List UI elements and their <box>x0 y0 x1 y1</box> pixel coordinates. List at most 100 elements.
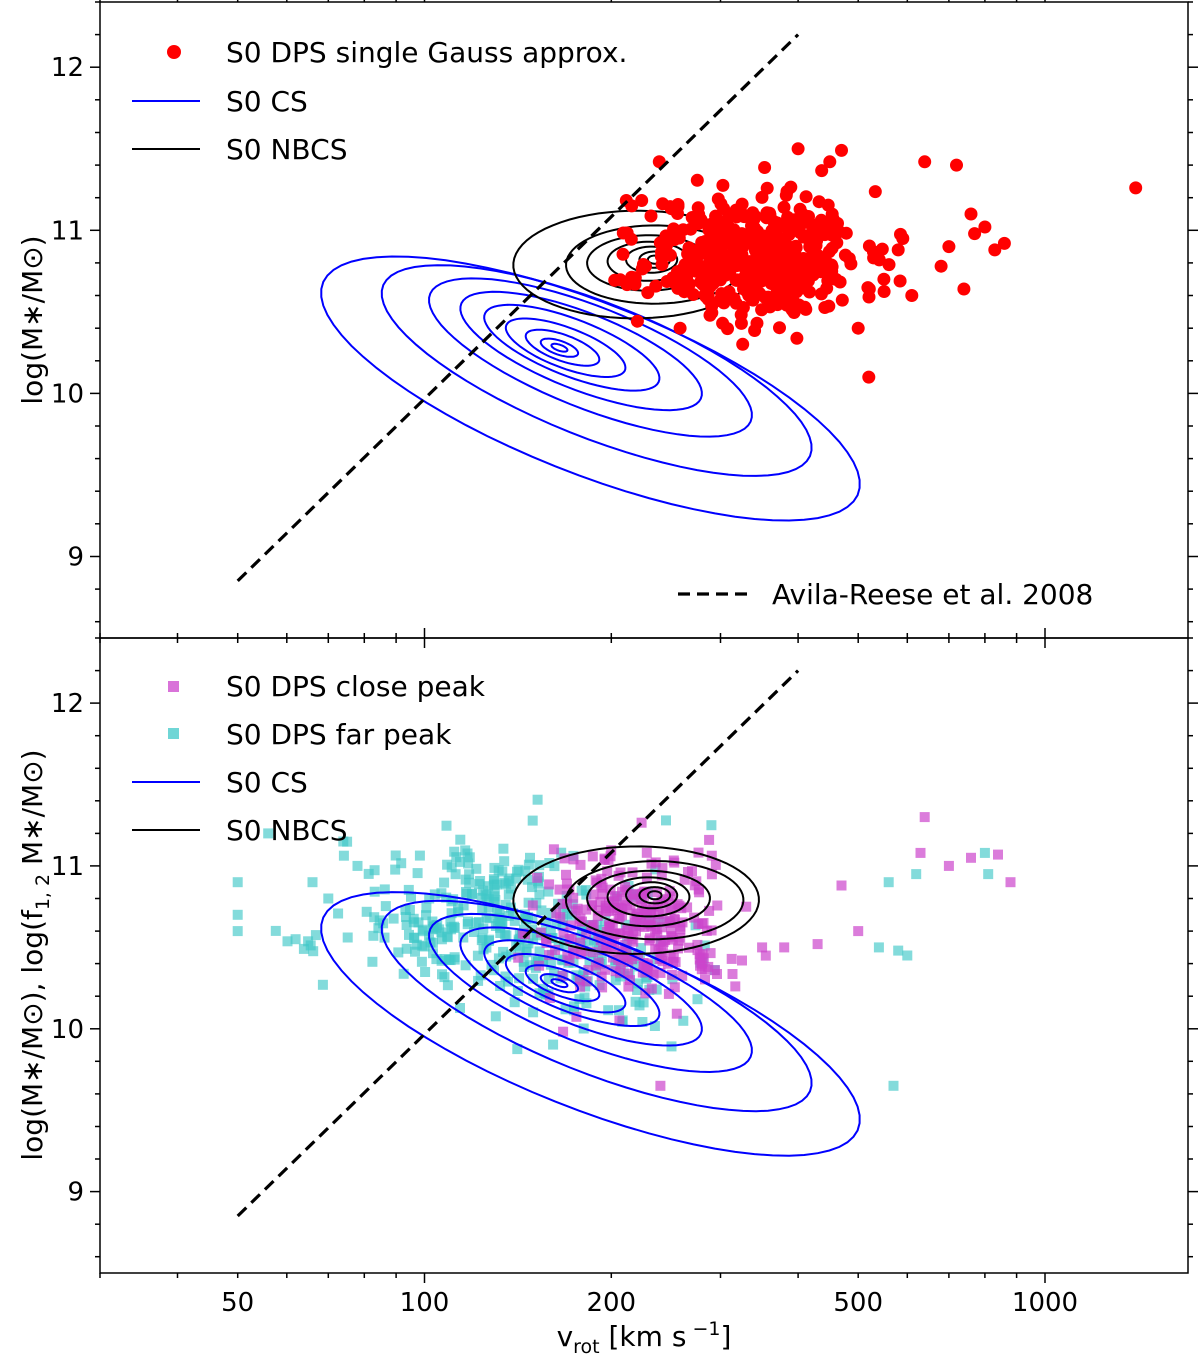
top-series-0-point <box>731 258 745 271</box>
bot-series-1-point <box>683 867 693 877</box>
top-series-0-point <box>773 321 786 335</box>
bot-series-1-point <box>730 981 741 992</box>
top-series-0-point <box>893 274 907 288</box>
bot-series-0-point <box>692 994 703 1005</box>
top-series-0-point <box>755 303 769 317</box>
top-series-0-point <box>690 253 703 266</box>
bot-series-1-point <box>966 852 976 863</box>
top-series-0-point <box>649 279 663 293</box>
bot-series-0-point <box>290 934 301 945</box>
bot-series-0-point <box>506 902 516 913</box>
top-ytick-label: 9 <box>67 543 84 573</box>
bot-series-0-point <box>478 885 489 896</box>
top-series-0-point <box>825 207 839 221</box>
legend-label-s0-nbcs: S0 NBCS <box>226 133 347 166</box>
top-series-0-point <box>799 302 813 316</box>
bot-series-1-point <box>633 951 644 961</box>
bot-series-0-point <box>303 936 314 947</box>
s0-cs-contour-bottom-level-8 <box>550 978 569 989</box>
bot-series-0-point <box>420 967 431 977</box>
bot-series-1-point <box>527 900 538 911</box>
bot-series-1-point <box>575 859 586 870</box>
bot-series-1-point <box>682 902 693 913</box>
bot-series-0-point <box>498 843 509 854</box>
bot-series-1-point <box>623 968 633 979</box>
bot-series-0-point <box>495 981 506 991</box>
bot-series-1-point <box>655 1080 666 1091</box>
bot-series-0-point <box>442 859 453 870</box>
top-series-0-point <box>673 321 687 335</box>
top-scatter-points <box>608 142 1143 384</box>
avila-reese-relation-line <box>236 33 800 583</box>
bot-series-0-point <box>448 894 459 905</box>
s0-nbcs-contour-bottom-level-2 <box>586 869 711 928</box>
bot-series-1-point <box>657 905 668 916</box>
s0-cs-contour-bottom-level-3 <box>459 926 703 1047</box>
bot-series-0-point <box>406 891 416 902</box>
ylabel-subscript: 1, 2 <box>32 874 54 910</box>
bot-series-0-point <box>649 1021 660 1031</box>
s0-cs-contour-bottom-level-6 <box>524 964 601 1003</box>
top-series-0-point <box>754 274 768 288</box>
bot-series-1-point <box>632 909 643 920</box>
bot-series-1-point <box>571 1011 582 1022</box>
bot-series-0-point <box>450 869 461 880</box>
bot-series-1-point <box>592 911 603 921</box>
top-series-0-point <box>746 264 760 278</box>
top-series-0-point <box>918 155 932 169</box>
bot-series-0-point <box>532 794 543 805</box>
top-series-0-point <box>769 293 783 307</box>
bot-series-0-point <box>436 934 447 945</box>
top-panel: 9 10 11 12 log(M∗/M⊙) S0 DPS single Gauss a… <box>16 0 1198 648</box>
bot-series-0-point <box>551 918 562 929</box>
top-series-0-point <box>701 292 715 306</box>
bot-series-0-point <box>368 930 379 941</box>
bot-series-1-point <box>635 914 646 925</box>
bot-series-1-point <box>650 943 661 954</box>
bot-series-1-point <box>666 924 677 935</box>
bot-series-0-point <box>575 932 586 943</box>
bot-series-0-point <box>390 864 401 875</box>
bottom-ticks: 9 10 11 12 50 100 200 500 1000 <box>51 628 1198 1318</box>
top-series-0-point <box>758 161 772 174</box>
bot-series-1-point <box>700 974 710 985</box>
bot-series-0-point <box>232 877 243 888</box>
bot-series-1-point <box>562 950 573 961</box>
bot-series-1-point <box>596 879 607 890</box>
top-series-0-point <box>964 207 978 221</box>
top-series-0-point <box>1129 181 1143 195</box>
top-series-0-point <box>862 370 876 384</box>
xtick-label: 500 <box>833 1288 883 1318</box>
s0-cs-contour-level-5 <box>504 317 627 378</box>
bot-series-0-point <box>475 876 486 886</box>
s0-cs-contours-bottom <box>320 891 861 1157</box>
bot-series-1-point <box>614 1015 625 1026</box>
bot-series-0-point <box>361 906 372 917</box>
bot-series-0-point <box>401 912 411 922</box>
top-plot-area <box>236 33 1143 583</box>
bot-series-0-point <box>441 820 452 831</box>
bot-series-0-point <box>428 948 438 959</box>
bot-series-1-point <box>651 924 662 934</box>
top-legend: S0 DPS single Gauss approx. S0 CS S0 NBC… <box>132 36 627 166</box>
top-series-0-point <box>691 201 705 215</box>
bot-series-0-point <box>393 947 404 958</box>
top-series-0-point <box>608 273 622 287</box>
bot-series-0-point <box>369 886 380 897</box>
bot-series-1-point <box>619 951 630 962</box>
bot-series-0-point <box>493 953 504 964</box>
bottom-scatter-points <box>232 794 1016 1091</box>
bot-series-0-point <box>493 865 504 876</box>
bot-series-0-point <box>484 913 495 924</box>
s0-cs-contour-bottom-level-1 <box>380 899 813 1113</box>
top-series-0-point <box>997 236 1011 250</box>
bot-series-0-point <box>431 954 442 965</box>
bot-series-0-point <box>650 864 661 875</box>
top-series-0-point <box>812 195 826 209</box>
top-series-0-point <box>690 173 704 187</box>
bot-series-0-point <box>518 962 529 972</box>
bot-series-1-point <box>557 970 568 981</box>
s0-cs-contours <box>320 255 861 522</box>
s0-nbcs-contour-bottom-level-0 <box>512 845 760 955</box>
bot-series-0-point <box>442 980 453 991</box>
